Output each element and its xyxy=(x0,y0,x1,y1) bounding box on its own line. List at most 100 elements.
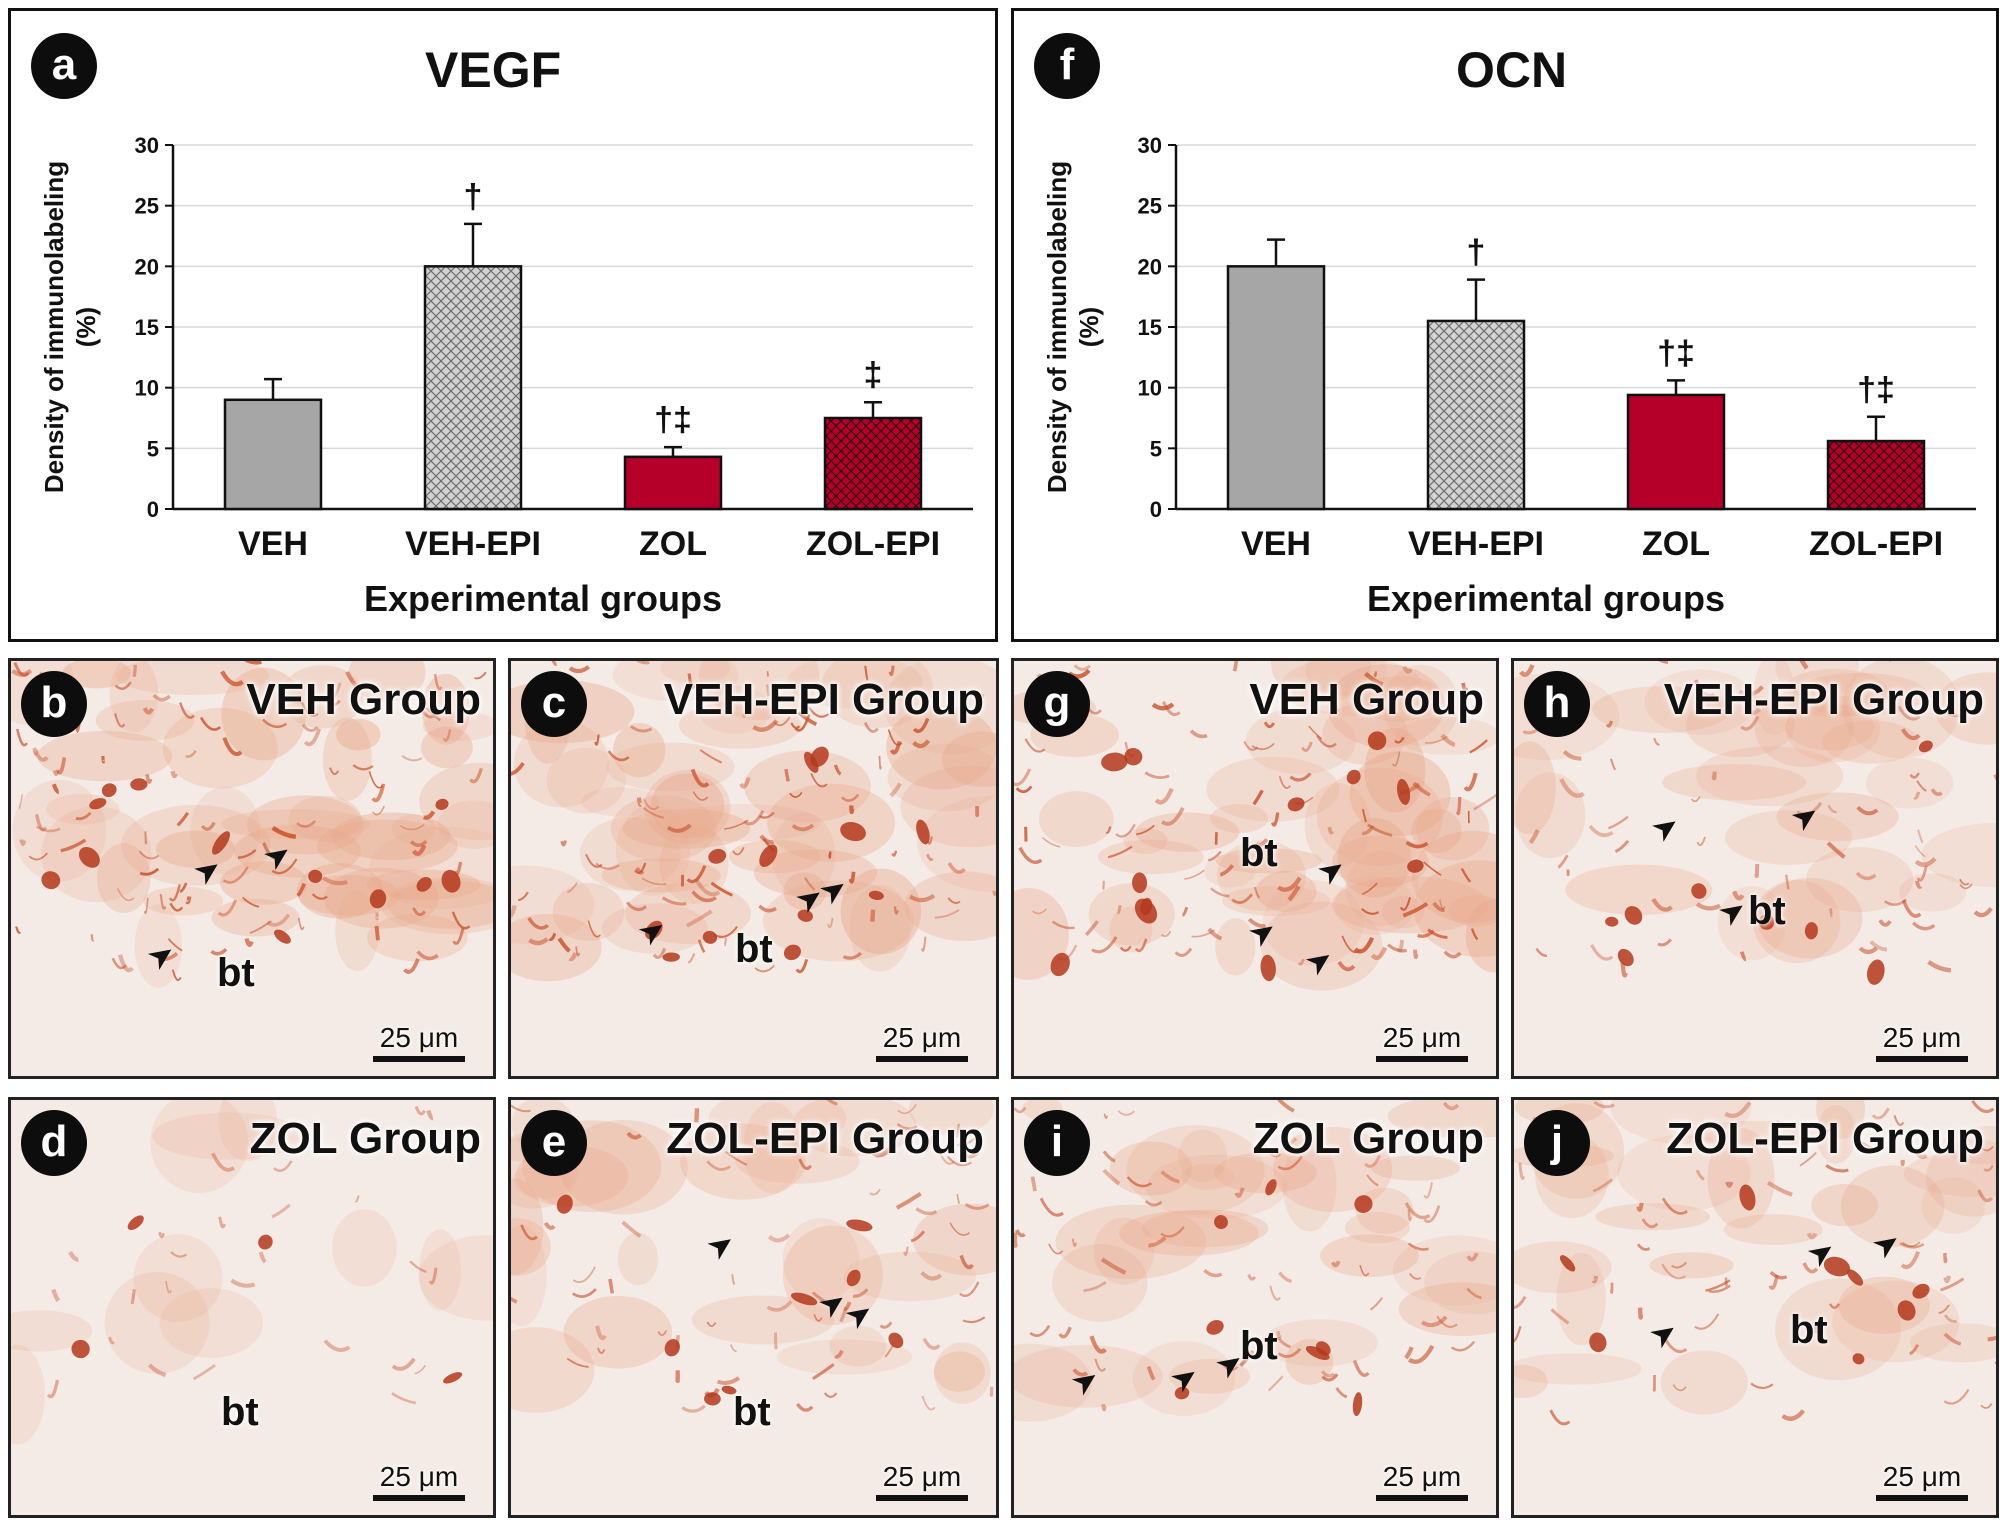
chart-title: OCN xyxy=(1456,42,1568,98)
bone-tissue-label: bt xyxy=(733,1390,771,1434)
scale-bar: 25 μm xyxy=(876,1022,968,1062)
y-tick-label: 15 xyxy=(135,315,159,340)
bar-veh xyxy=(223,398,323,511)
group-label: ZOL-EPI Group xyxy=(666,1114,984,1163)
bar-veh-epi xyxy=(1426,319,1526,511)
micrograph-panel: b VEH Group bt 25 μm xyxy=(8,658,496,1079)
micrograph-panel: e ZOL-EPI Group bt 25 μm xyxy=(508,1097,999,1518)
scale-label: 25 μm xyxy=(882,1461,962,1492)
micrograph-panel: g VEH Group bt 25 μm xyxy=(1011,658,1499,1079)
significance-marker: †‡ xyxy=(1657,334,1695,372)
micrograph-panel: i ZOL Group bt 25 μm xyxy=(1011,1097,1499,1518)
scale-bar: 25 μm xyxy=(1876,1022,1968,1062)
x-tick-label: ZOL-EPI xyxy=(1809,525,1943,563)
scale-label: 25 μm xyxy=(379,1022,459,1053)
scale-bar: 25 μm xyxy=(1376,1461,1468,1501)
group-label: VEH-EPI Group xyxy=(663,675,984,724)
panel-letter-badge: c xyxy=(521,671,587,737)
x-tick-label: VEH-EPI xyxy=(405,525,541,563)
group-label: VEH Group xyxy=(1249,675,1484,724)
panel-letter-badge: j xyxy=(1524,1110,1590,1176)
scale-label: 25 μm xyxy=(1882,1461,1962,1492)
x-tick-label: ZOL xyxy=(639,525,707,563)
scale-label: 25 μm xyxy=(1382,1461,1462,1492)
bar-zol xyxy=(623,455,723,511)
significance-marker: † xyxy=(1467,234,1486,272)
y-tick-label: 15 xyxy=(1138,315,1162,340)
x-tick-label: VEH xyxy=(1241,525,1311,563)
tissue-image xyxy=(511,1100,996,1515)
tissue-image xyxy=(511,661,996,1076)
significance-marker: ‡ xyxy=(864,356,883,394)
x-axis-label: Experimental groups xyxy=(364,578,722,619)
bar-zol-epi xyxy=(1826,439,1926,511)
significance-marker: †‡ xyxy=(654,401,692,439)
tissue-image xyxy=(1014,1100,1496,1515)
y-tick-label: 5 xyxy=(147,436,159,461)
ocn-bar-chart: 0 5 10 15 20 25 30 Density of immunolabeling (%)… xyxy=(1042,133,1976,619)
tissue-image xyxy=(1514,661,1996,1076)
y-axis-label: Density of immunolabeling xyxy=(39,161,69,493)
micrograph-panel: h VEH-EPI Group bt 25 μm xyxy=(1511,658,1999,1079)
scale-bar: 25 μm xyxy=(373,1022,465,1062)
panel-letter-badge: e xyxy=(521,1110,587,1176)
x-axis-label: Experimental groups xyxy=(1367,578,1725,619)
y-tick-label: 20 xyxy=(135,254,159,279)
panel-letter-badge: i xyxy=(1024,1110,1090,1176)
y-tick-label: 0 xyxy=(147,497,159,522)
group-label: ZOL Group xyxy=(249,1114,481,1163)
tissue-image xyxy=(11,1100,493,1515)
y-tick-label: 20 xyxy=(1138,254,1162,279)
bar-zol-epi xyxy=(823,416,923,511)
scale-label: 25 μm xyxy=(1382,1022,1462,1053)
y-tick-label: 10 xyxy=(1138,376,1162,401)
group-label: ZOL Group xyxy=(1252,1114,1484,1163)
y-axis-label-unit: (%) xyxy=(1074,307,1104,347)
bone-tissue-label: bt xyxy=(217,951,255,995)
scale-bar: 25 μm xyxy=(1876,1461,1968,1501)
panel-letter-badge: d xyxy=(21,1110,87,1176)
bone-tissue-label: bt xyxy=(1748,889,1786,933)
panel-letter-badge: g xyxy=(1024,671,1090,737)
y-axis-label: Density of immunolabeling xyxy=(1042,161,1072,493)
y-tick-label: 5 xyxy=(1150,436,1162,461)
scale-bar: 25 μm xyxy=(373,1461,465,1501)
y-tick-label: 25 xyxy=(135,194,159,219)
bone-tissue-label: bt xyxy=(735,927,773,971)
bone-tissue-label: bt xyxy=(1240,831,1278,875)
y-tick-label: 30 xyxy=(1138,133,1162,158)
bone-tissue-label: bt xyxy=(1240,1324,1278,1368)
bone-tissue-label: bt xyxy=(221,1390,259,1434)
chart-panel-vegf: a VEGF 0 5 10 15 20 25 30 Density of immunolabe… xyxy=(8,8,998,642)
y-tick-label: 0 xyxy=(1150,497,1162,522)
group-label: VEH Group xyxy=(246,675,481,724)
scale-label: 25 μm xyxy=(1882,1022,1962,1053)
bar-zol xyxy=(1626,393,1726,511)
scale-label: 25 μm xyxy=(882,1022,962,1053)
scale-label: 25 μm xyxy=(379,1461,459,1492)
y-tick-label: 10 xyxy=(135,376,159,401)
y-tick-label: 25 xyxy=(1138,194,1162,219)
bar-veh-epi xyxy=(423,265,523,511)
x-tick-label: ZOL xyxy=(1642,525,1710,563)
x-tick-label: ZOL-EPI xyxy=(806,525,940,563)
micrograph-panel: c VEH-EPI Group bt 25 μm xyxy=(508,658,999,1079)
micrograph-panel: d ZOL Group bt 25 μm xyxy=(8,1097,496,1518)
panel-letter-badge: a xyxy=(31,33,97,99)
scale-bar: 25 μm xyxy=(876,1461,968,1501)
group-label: ZOL-EPI Group xyxy=(1666,1114,1984,1163)
panel-letter-badge: b xyxy=(21,671,87,737)
bar-veh xyxy=(1226,265,1326,511)
scale-bar: 25 μm xyxy=(1376,1022,1468,1062)
significance-marker: †‡ xyxy=(1857,371,1895,409)
group-label: VEH-EPI Group xyxy=(1663,675,1984,724)
x-tick-label: VEH xyxy=(238,525,308,563)
y-tick-label: 30 xyxy=(135,133,159,158)
significance-marker: † xyxy=(464,178,483,216)
panel-letter-badge: h xyxy=(1524,671,1590,737)
tissue-image xyxy=(11,661,493,1076)
vegf-bar-chart: 0 5 10 15 20 25 30 Density of immunolabeling (%)… xyxy=(39,133,973,619)
y-axis-label-unit: (%) xyxy=(71,307,101,347)
micrograph-panel: j ZOL-EPI Group bt 25 μm xyxy=(1511,1097,1999,1518)
tissue-image xyxy=(1014,661,1496,1076)
